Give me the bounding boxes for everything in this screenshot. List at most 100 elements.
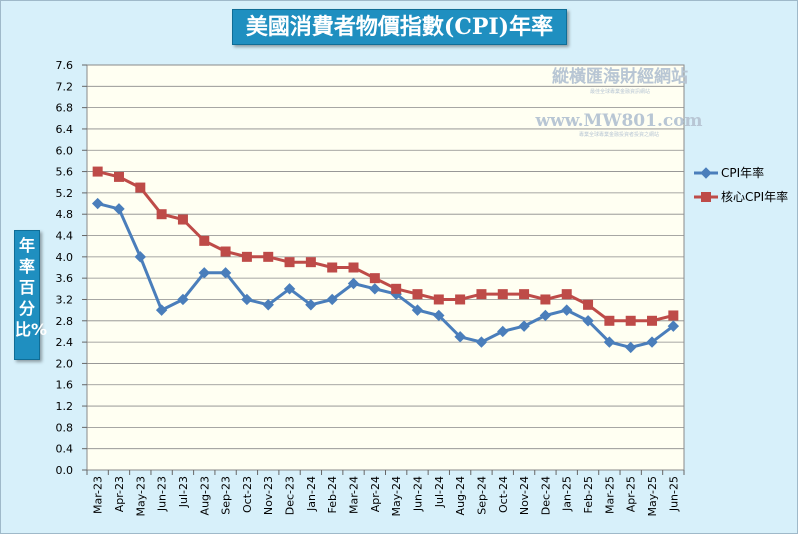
data-point bbox=[454, 331, 466, 343]
y-tick-label: 2.4 bbox=[56, 336, 74, 349]
y-tick-label: 1.6 bbox=[56, 379, 74, 392]
x-tick-label: May-25 bbox=[646, 476, 659, 517]
data-point bbox=[198, 267, 210, 279]
y-tick-label: 5.2 bbox=[56, 187, 74, 200]
y-axis-ticks: 0.0 0.4 0.8 1.2 1.6 2.0 2.4 2.8 3.2 3.6 4.0 4.4 4.8 5… bbox=[56, 59, 87, 477]
x-tick-label: Apr-23 bbox=[113, 476, 126, 512]
data-point bbox=[199, 235, 210, 246]
y-tick-label: 4.8 bbox=[56, 208, 74, 221]
y-tick-label: 1.2 bbox=[56, 400, 74, 413]
x-tick-label: Oct-24 bbox=[497, 476, 510, 513]
y-tick-label: 0.4 bbox=[56, 443, 74, 456]
x-tick-label: Sep-23 bbox=[220, 476, 233, 515]
y-axis-label: 年率百分比% bbox=[14, 230, 47, 360]
y-tick-label: 3.2 bbox=[56, 293, 74, 306]
watermark-tagline: 最佳全球專業金融資訊網站 bbox=[590, 88, 650, 95]
data-point bbox=[391, 283, 402, 294]
y-tick-label: 4.4 bbox=[56, 230, 74, 243]
x-tick-label: Aug-24 bbox=[454, 476, 467, 515]
data-point bbox=[241, 293, 253, 306]
y-tick-label: 2.0 bbox=[56, 357, 74, 370]
data-point bbox=[497, 289, 508, 300]
legend-marker bbox=[700, 167, 712, 179]
watermark-tagline-2: 專業全球專業金融投資者投資之網站 bbox=[579, 131, 659, 138]
x-tick-label: Apr-25 bbox=[625, 476, 638, 512]
x-axis-ticks: Mar-23 Apr-23 May-23 Jun-23 Jul-23 Aug-23 Sep-… bbox=[86, 470, 685, 517]
legend-label: CPI年率 bbox=[721, 165, 764, 180]
data-point bbox=[284, 257, 295, 268]
y-tick-label: 0.8 bbox=[56, 421, 74, 434]
watermark-url: www.MW801.com bbox=[534, 111, 702, 131]
data-point bbox=[583, 299, 594, 310]
data-point bbox=[263, 251, 274, 262]
series-line bbox=[97, 202, 675, 349]
chart-title: 美國消費者物價指數(CPI)年率 bbox=[232, 9, 567, 45]
y-tick-label: 6.8 bbox=[56, 102, 74, 115]
x-tick-label: Nov-23 bbox=[262, 476, 275, 515]
data-point bbox=[518, 320, 530, 332]
data-point bbox=[113, 203, 125, 215]
y-tick-label: 0.0 bbox=[56, 464, 74, 477]
data-point bbox=[283, 283, 296, 295]
x-tick-label: Sep-24 bbox=[475, 476, 488, 515]
data-point bbox=[497, 325, 509, 338]
y-tick-label: 7.6 bbox=[56, 59, 74, 72]
data-point bbox=[369, 283, 381, 295]
y-tick-label: 5.6 bbox=[56, 166, 74, 179]
x-tick-label: Jun-23 bbox=[156, 476, 169, 512]
data-point bbox=[412, 289, 423, 300]
x-tick-label: Dec-23 bbox=[284, 476, 297, 515]
data-point bbox=[347, 277, 360, 290]
data-point bbox=[135, 182, 146, 193]
data-point bbox=[667, 320, 680, 332]
y-tick-label: 2.8 bbox=[56, 315, 74, 328]
x-tick-label: May-24 bbox=[390, 476, 403, 517]
data-point bbox=[624, 341, 637, 354]
series-1 bbox=[91, 197, 680, 354]
data-point bbox=[326, 293, 338, 306]
gridlines bbox=[87, 85, 684, 450]
data-point bbox=[241, 251, 252, 262]
data-point bbox=[519, 289, 530, 300]
data-point bbox=[305, 299, 317, 311]
legend-marker bbox=[701, 192, 711, 202]
data-point bbox=[455, 294, 466, 305]
data-point bbox=[156, 209, 167, 220]
data-point bbox=[91, 197, 104, 210]
x-tick-label: Jun-24 bbox=[411, 476, 424, 512]
data-point bbox=[433, 309, 445, 322]
x-tick-label: Jul-23 bbox=[177, 476, 190, 508]
data-point bbox=[113, 171, 124, 182]
x-tick-label: Feb-24 bbox=[326, 476, 339, 513]
series bbox=[91, 166, 680, 354]
x-tick-label: Jun-25 bbox=[667, 476, 680, 512]
data-point bbox=[92, 166, 103, 177]
data-point bbox=[625, 315, 636, 326]
data-point bbox=[411, 304, 424, 316]
watermark: 縱橫匯海財經網站 最佳全球專業金融資訊網站 www.MW801.com 專業全球… bbox=[534, 66, 702, 138]
x-tick-label: May-23 bbox=[134, 476, 147, 517]
x-tick-label: Dec-24 bbox=[539, 476, 552, 515]
data-point bbox=[475, 336, 488, 348]
data-point bbox=[603, 336, 616, 348]
data-point bbox=[646, 336, 658, 348]
legend-item: 核心CPI年率 bbox=[694, 189, 788, 204]
y-tick-label: 6.0 bbox=[56, 144, 74, 157]
data-point bbox=[561, 304, 573, 316]
data-point bbox=[220, 246, 231, 257]
data-point bbox=[647, 315, 658, 326]
y-tick-label: 4.0 bbox=[56, 251, 74, 264]
plot-area bbox=[86, 64, 685, 471]
x-tick-label: Nov-24 bbox=[518, 476, 531, 515]
legend-label: 核心CPI年率 bbox=[721, 189, 788, 204]
data-point bbox=[604, 315, 615, 326]
data-point bbox=[219, 267, 232, 279]
x-tick-label: Jul-24 bbox=[433, 476, 446, 508]
x-tick-label: Oct-23 bbox=[241, 476, 254, 513]
data-point bbox=[668, 310, 679, 321]
data-point bbox=[155, 304, 168, 316]
data-point bbox=[540, 294, 551, 305]
data-point bbox=[433, 294, 444, 305]
data-point bbox=[134, 251, 147, 263]
